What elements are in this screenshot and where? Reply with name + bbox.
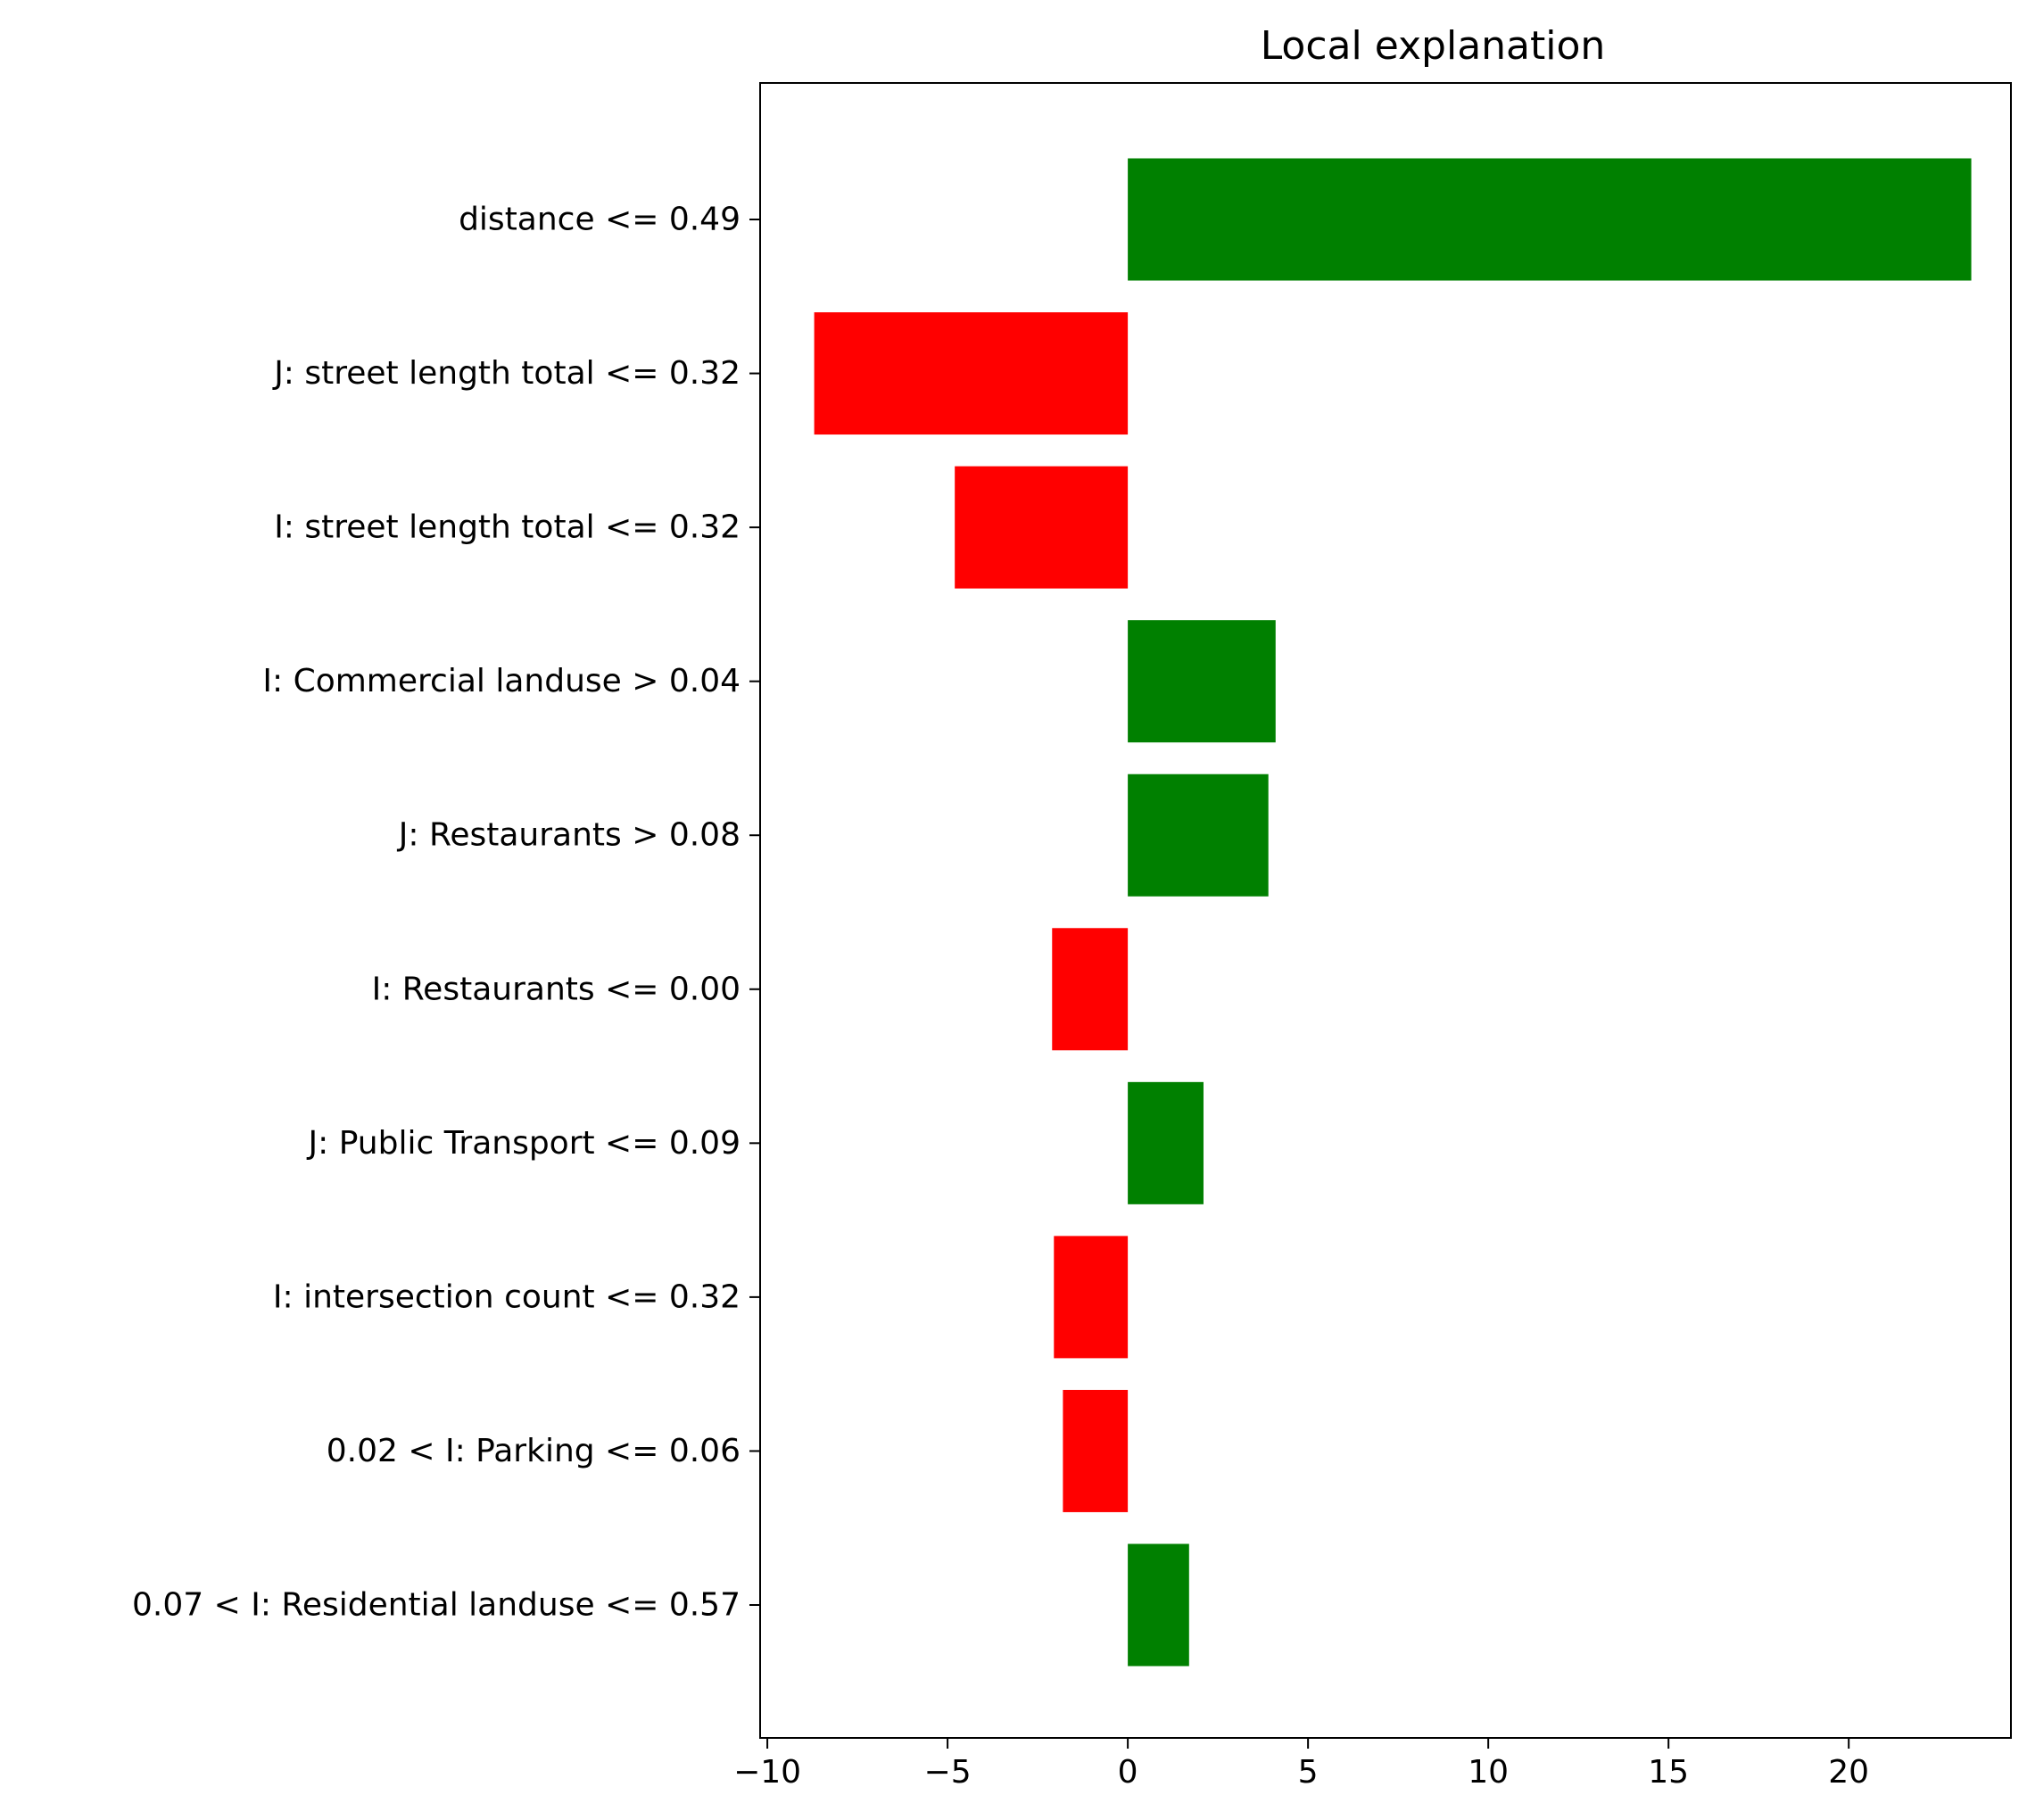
bar-7 [1054,1236,1129,1359]
y-tick-label: I: Restaurants <= 0.00 [372,971,740,1007]
bar-1 [814,312,1129,435]
y-axis-ticks: distance <= 0.49 J: street length total <… [132,202,760,1624]
bar-8 [1063,1389,1129,1512]
bar-4 [1128,774,1269,897]
y-tick-label: 0.02 < I: Parking <= 0.06 [327,1433,740,1469]
y-tick-label: distance <= 0.49 [459,202,740,238]
y-tick-label: J: street length total <= 0.32 [272,355,740,392]
y-tick-label: I: intersection count <= 0.32 [273,1278,740,1315]
x-tick-label: −5 [924,1754,972,1791]
bar-3 [1128,620,1276,743]
x-tick-label: 20 [1828,1754,1869,1791]
bar-6 [1128,1081,1204,1204]
x-tick-label: 10 [1468,1754,1509,1791]
chart-title: Local explanation [1261,23,1606,69]
x-tick-label: 0 [1118,1754,1138,1791]
x-axis-ticks: −10 −5 0 5 10 15 20 [733,1738,1869,1791]
y-tick-label: J: Restaurants > 0.08 [397,817,740,854]
plot-frame [759,82,2012,1739]
bar-0 [1128,158,1972,281]
x-tick-label: −10 [733,1754,801,1791]
bar-5 [1052,928,1129,1051]
bar-9 [1128,1543,1189,1667]
y-tick-label: 0.07 < I: Residential landuse <= 0.57 [132,1587,740,1624]
y-tick-label: J: Public Transport <= 0.09 [307,1125,740,1162]
bar-2 [955,466,1129,589]
x-tick-label: 5 [1298,1754,1319,1791]
y-tick-label: I: Commercial landuse > 0.04 [262,663,740,699]
x-tick-label: 15 [1648,1754,1689,1791]
y-tick-label: I: street length total <= 0.32 [274,509,740,546]
bars-group [814,158,1972,1667]
